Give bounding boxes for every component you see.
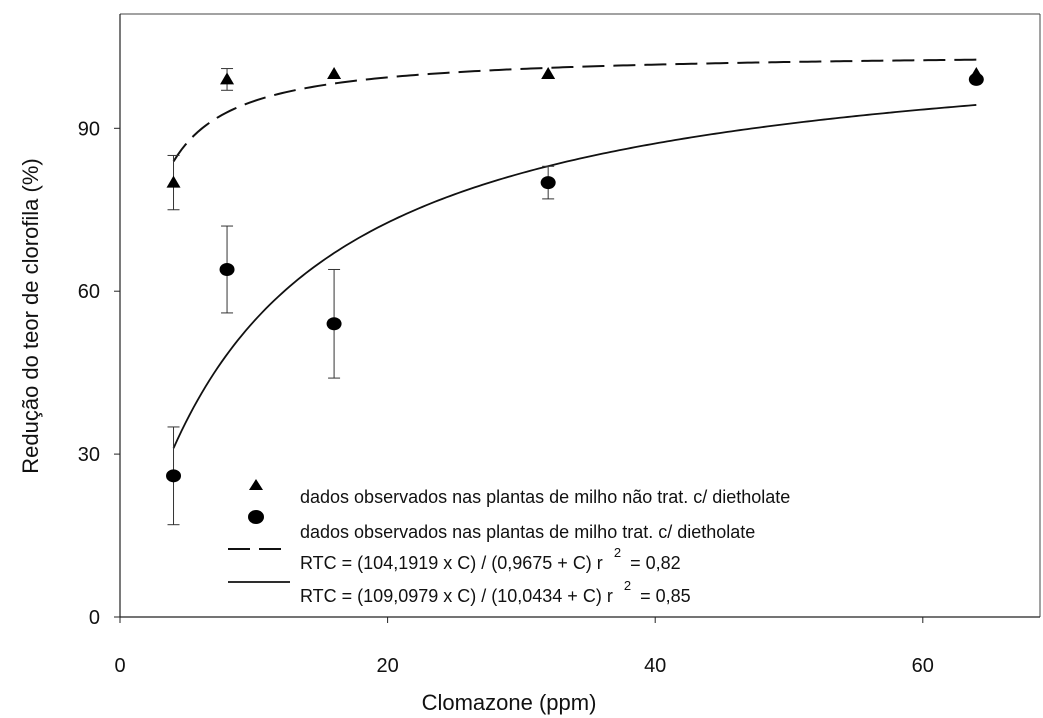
- legend-solid-exponent: 2: [624, 578, 631, 593]
- y-tick-label: 0: [89, 607, 100, 629]
- triangle-point: [220, 72, 235, 85]
- y-tick-label: 30: [78, 444, 100, 466]
- triangle-point: [541, 67, 556, 79]
- circle-point: [166, 469, 182, 483]
- legend-label-triangle: dados observados nas plantas de milho nã…: [300, 487, 790, 507]
- y-axis-ticks: 0 30 60 90: [78, 118, 120, 629]
- x-tick-label: 40: [644, 655, 666, 677]
- triangle-point: [166, 175, 181, 188]
- fit-curve-dashed: [172, 58, 977, 162]
- data-marks: [166, 67, 984, 526]
- triangle-point: [327, 67, 342, 79]
- legend-dashed-r2: = 0,82: [630, 553, 681, 573]
- y-axis-title: Redução do teor de clorofila (%): [18, 158, 43, 474]
- circle-point: [540, 176, 556, 190]
- x-tick-label: 60: [912, 655, 934, 677]
- legend: dados observados nas plantas de milho nã…: [228, 479, 790, 606]
- circle-point: [219, 262, 235, 276]
- x-tick-label: 20: [376, 655, 398, 677]
- legend-dashed-exponent: 2: [614, 545, 621, 560]
- x-axis-ticks: 0 20 40 60: [114, 617, 934, 677]
- legend-solid-r2: = 0,85: [640, 586, 691, 606]
- legend-label-solid-fit: RTC = (109,0979 x C) / (10,0434 + C) r 2…: [300, 574, 691, 606]
- legend-dashed-equation: RTC = (104,1919 x C) / (0,9675 + C) r: [300, 553, 603, 573]
- legend-triangle-marker: [249, 479, 263, 490]
- legend-circle-marker: [248, 510, 264, 524]
- y-tick-label: 60: [78, 281, 100, 303]
- legend-label-dashed-fit: RTC = (104,1919 x C) / (0,9675 + C) r 2 …: [300, 541, 681, 573]
- y-tick-label: 90: [78, 118, 100, 140]
- legend-label-circle: dados observados nas plantas de milho tr…: [300, 522, 755, 542]
- circle-point: [326, 317, 342, 331]
- circle-point: [968, 72, 984, 86]
- fit-curve-solid: [172, 104, 977, 449]
- x-axis-title: Clomazone (ppm): [422, 690, 597, 715]
- legend-solid-equation: RTC = (109,0979 x C) / (10,0434 + C) r: [300, 586, 613, 606]
- x-tick-label: 0: [114, 655, 125, 677]
